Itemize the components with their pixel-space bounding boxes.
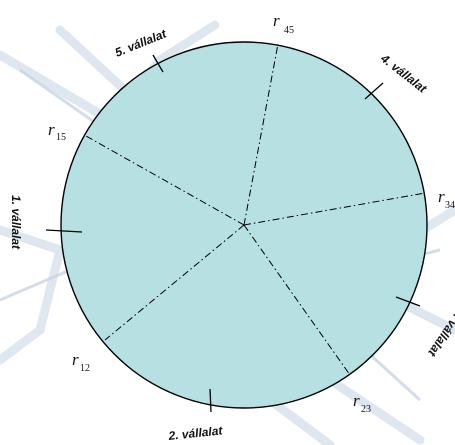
svg-text:r: r — [72, 350, 79, 369]
segment-r15 — [85, 135, 245, 226]
boundary-label-r45: r 45 — [273, 11, 294, 36]
svg-text:r: r — [273, 11, 280, 30]
svg-text:45: 45 — [284, 25, 294, 36]
tick-company-2 — [209, 388, 212, 413]
segment-r23 — [243, 224, 351, 376]
svg-text:12: 12 — [80, 363, 90, 374]
boundary-label-r15: r 15 — [48, 120, 66, 143]
tick-company-5 — [152, 54, 164, 73]
boundary-segments — [85, 43, 426, 376]
svg-text:r: r — [438, 187, 445, 206]
svg-text:r: r — [353, 391, 360, 410]
company-label-2: 2. vállalat — [167, 423, 224, 443]
segment-r12 — [104, 224, 245, 341]
company-ticks — [45, 54, 421, 413]
tick-company-4 — [364, 82, 384, 100]
svg-text:23: 23 — [361, 404, 371, 415]
boundary-label-r12: r 12 — [72, 350, 90, 374]
svg-text:15: 15 — [56, 132, 66, 143]
segment-r45 — [243, 43, 279, 226]
svg-text:34: 34 — [445, 200, 455, 211]
tick-company-3 — [395, 296, 421, 307]
svg-text:r: r — [48, 120, 55, 139]
tick-company-1 — [45, 229, 83, 233]
segment-r34 — [243, 192, 426, 226]
boundary-label-r34: r 34 — [438, 187, 455, 211]
company-label-4: 4. vállalat — [377, 51, 430, 97]
company-label-1: 1. vállalat — [9, 195, 23, 250]
boundary-label-r23: r 23 — [353, 391, 371, 415]
